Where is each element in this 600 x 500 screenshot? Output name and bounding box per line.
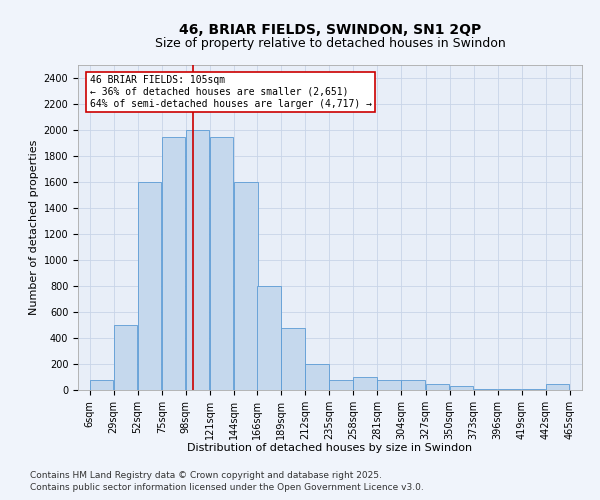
Bar	[162, 136, 185, 390]
Bar	[137, 182, 161, 390]
Bar	[210, 136, 233, 390]
Bar	[89, 380, 113, 390]
Text: 46, BRIAR FIELDS, SWINDON, SN1 2QP: 46, BRIAR FIELDS, SWINDON, SN1 2QP	[179, 22, 481, 36]
Y-axis label: Number of detached properties: Number of detached properties	[29, 140, 40, 315]
Bar	[473, 388, 497, 390]
Text: Size of property relative to detached houses in Swindon: Size of property relative to detached ho…	[155, 38, 505, 51]
Bar	[425, 384, 449, 390]
Bar	[377, 380, 401, 390]
Bar	[281, 328, 305, 390]
Bar	[257, 286, 281, 390]
Text: Contains HM Land Registry data © Crown copyright and database right 2025.: Contains HM Land Registry data © Crown c…	[30, 471, 382, 480]
Bar	[449, 386, 473, 390]
Text: Contains public sector information licensed under the Open Government Licence v3: Contains public sector information licen…	[30, 484, 424, 492]
Bar	[329, 380, 353, 390]
Bar	[353, 377, 377, 390]
Bar	[234, 182, 257, 390]
Bar	[305, 364, 329, 390]
Bar	[186, 130, 209, 390]
Bar	[546, 384, 569, 390]
Bar	[113, 325, 137, 390]
Text: 46 BRIAR FIELDS: 105sqm
← 36% of detached houses are smaller (2,651)
64% of semi: 46 BRIAR FIELDS: 105sqm ← 36% of detache…	[89, 76, 371, 108]
X-axis label: Distribution of detached houses by size in Swindon: Distribution of detached houses by size …	[187, 444, 473, 454]
Bar	[401, 380, 425, 390]
